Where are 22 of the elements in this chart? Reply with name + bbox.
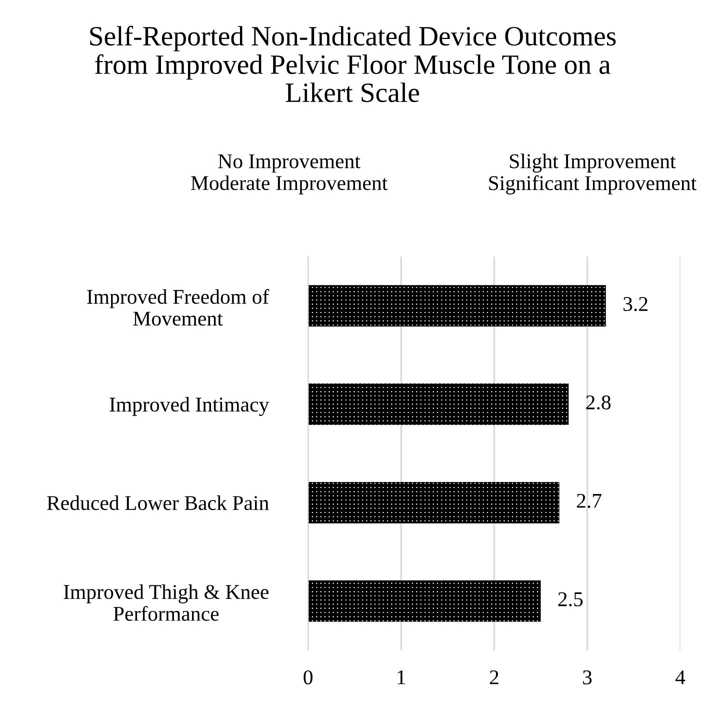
y-tick-label: Reduced Lower Back Pain [47,495,269,510]
bar [308,482,560,524]
x-tick-label: 2 [490,670,498,684]
data-label: 2.7 [576,494,602,508]
data-label: 3.2 [624,297,648,312]
y-tick-label: Improved Thigh & Knee Performance [64,584,268,621]
x-tick-label: 0 [304,670,312,684]
y-tick-label: Improved Freedom of Movement [87,289,270,326]
x-tick-label: 3 [583,670,592,684]
chart-title: Self-Reported Non-Indicated Device Outcomes from Improved Pelvic Floor Muscle Tone on a Likert Scale [90,26,616,102]
bar [308,285,606,326]
text: Slight Improvement [510,154,676,173]
data-label: 2.8 [586,395,611,410]
y-tick-label: Improved Intimacy [110,396,270,416]
bar [308,580,541,622]
x-tick-label: 4 [676,670,686,684]
bar [308,384,569,425]
x-tick-label: 1 [398,670,406,684]
text: No Improvement [218,154,360,173]
data-label: 2.5 [558,592,583,606]
text: Significant Improvement [489,175,697,194]
text: Moderate Improvement [191,175,388,194]
